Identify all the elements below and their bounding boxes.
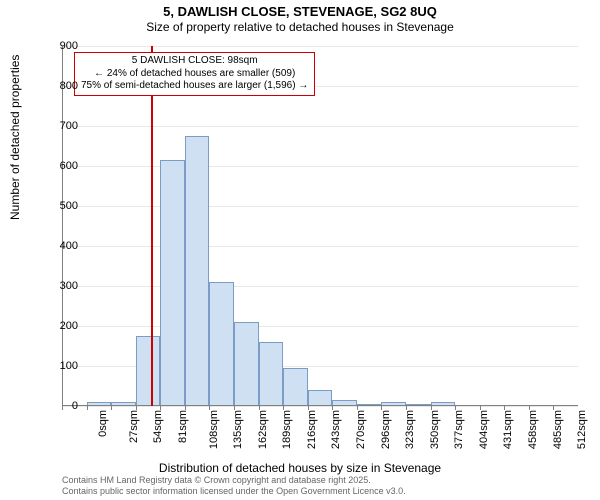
x-tick-label: 162sqm [257,410,269,449]
x-tick-label: 27sqm [128,410,140,443]
annotation-box: 5 DAWLISH CLOSE: 98sqm← 24% of detached … [74,52,315,96]
y-tick-label: 400 [48,240,78,252]
x-tick-label: 323sqm [404,410,416,449]
histogram-bar [259,342,284,406]
footer-line-2: Contains public sector information licen… [62,486,406,497]
property-marker-line [151,46,153,406]
y-tick-label: 300 [48,280,78,292]
footer-line-1: Contains HM Land Registry data © Crown c… [62,475,406,486]
histogram-bar [308,390,333,406]
gridline [62,286,578,287]
histogram-bar [234,322,259,406]
x-tick-label: 431sqm [503,410,515,449]
gridline [62,206,578,207]
x-tick [87,406,88,410]
x-tick-label: 296sqm [380,410,392,449]
histogram-bar [283,368,308,406]
x-tick-label: 108sqm [208,410,220,449]
x-tick-label: 189sqm [281,410,293,449]
histogram-bar [185,136,210,406]
y-axis-line [62,46,63,406]
y-tick-label: 100 [48,360,78,372]
annotation-line: 5 DAWLISH CLOSE: 98sqm [81,55,308,68]
gridline [62,166,578,167]
gridline [62,246,578,247]
x-tick-label: 270sqm [355,410,367,449]
x-tick-label: 512sqm [576,410,588,449]
y-tick-label: 200 [48,320,78,332]
y-tick-label: 700 [48,120,78,132]
gridline [62,406,578,407]
x-tick-label: 377sqm [453,410,465,449]
histogram-bar [209,282,234,406]
x-tick-label: 135sqm [232,410,244,449]
chart-plot-area: 5 DAWLISH CLOSE: 98sqm← 24% of detached … [62,46,578,406]
y-axis-label: Number of detached properties [8,55,22,220]
x-tick-label: 458sqm [527,410,539,449]
x-tick-label: 243sqm [331,410,343,449]
x-tick-label: 54sqm [152,410,164,443]
chart-subtitle: Size of property relative to detached ho… [0,20,600,34]
histogram-bar [136,336,161,406]
x-tick-label: 485sqm [552,410,564,449]
x-tick [111,406,112,410]
x-axis-label: Distribution of detached houses by size … [0,461,600,475]
x-axis-line [62,405,578,406]
x-tick-label: 81sqm [177,410,189,443]
x-tick-label: 350sqm [429,410,441,449]
y-tick-label: 0 [48,400,78,412]
attribution-footer: Contains HM Land Registry data © Crown c… [62,475,406,497]
y-tick-label: 800 [48,80,78,92]
annotation-line: 75% of semi-detached houses are larger (… [81,80,308,93]
chart-title: 5, DAWLISH CLOSE, STEVENAGE, SG2 8UQ [0,4,600,19]
gridline [62,46,578,47]
annotation-line: ← 24% of detached houses are smaller (50… [81,68,308,81]
x-tick-label: 0sqm [97,410,109,437]
y-tick-label: 600 [48,160,78,172]
x-tick-label: 216sqm [306,410,318,449]
y-tick-label: 500 [48,200,78,212]
gridline [62,326,578,327]
x-tick-label: 404sqm [478,410,490,449]
histogram-bar [160,160,185,406]
gridline [62,126,578,127]
y-tick-label: 900 [48,40,78,52]
